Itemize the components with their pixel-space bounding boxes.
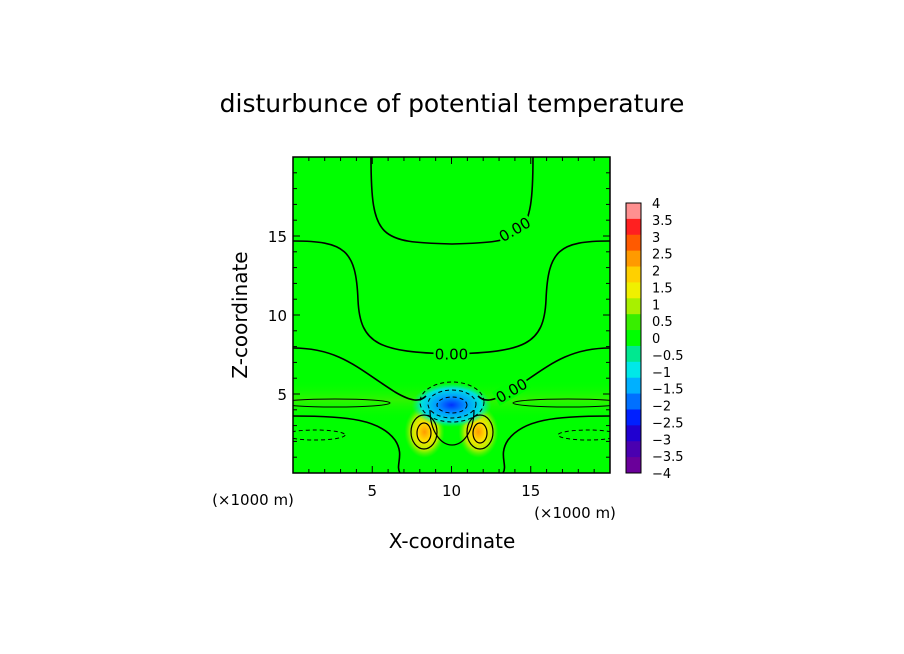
colorbar-tick-label: −1 [652, 366, 671, 381]
colorbar-segment [626, 203, 641, 220]
chart-title: disturbunce of potential temperature [220, 89, 685, 118]
colorbar-tick-label: 0 [652, 332, 660, 347]
contour-label-bg-1 [433, 345, 470, 362]
colorbar-segment [626, 441, 641, 458]
colorbar-segment [626, 393, 641, 410]
colorbar-segment [626, 345, 641, 363]
dashed-side-right [557, 429, 610, 441]
contour-warm-left-2 [416, 422, 432, 444]
colorbar-tick-label: 4 [652, 197, 660, 212]
contour-label-bg-0 [494, 212, 534, 245]
contour-side-right [512, 398, 610, 408]
y-unit-label: (×1000 m) [212, 491, 294, 509]
colorbar-tick-labels: 4 3.5 3 2.5 21.5 1 0.5 0 −0.5 −1 −1.5 −2−2.5 −3 −3.5 −… [652, 197, 684, 482]
colorbar-tick-label: 1 [652, 298, 660, 313]
colorbar-segment [626, 234, 641, 252]
contour-warm-left-1 [410, 414, 438, 450]
contour-bottom-left [293, 415, 401, 473]
contour-warm-right-1 [466, 414, 494, 450]
y-tick-label: 15 [268, 228, 287, 246]
cold-core-2 [411, 383, 492, 428]
y-tick-label: 10 [268, 307, 287, 325]
colorbar-tick-label: 2.5 [652, 248, 673, 263]
y-tick-label: 5 [277, 386, 287, 404]
dashed-side-left [293, 429, 346, 441]
dashed-contours [293, 381, 610, 441]
dashed-cold-2 [427, 389, 477, 419]
colorbar-segment [626, 250, 641, 268]
colorbar-segment [626, 425, 641, 442]
colorbar-segment [626, 314, 641, 331]
contour-side-left [293, 398, 391, 408]
colorbar-segment [626, 409, 641, 426]
colorbar-tick-label: 3 [652, 231, 660, 246]
colorbar-tick-label: −2.5 [652, 416, 684, 431]
x-tick-label: 5 [367, 482, 377, 500]
colorbar-tick-label: 0.5 [652, 315, 673, 330]
dashed-cold-1 [419, 381, 485, 423]
x-axis-label: X-coordinate [389, 529, 516, 553]
colorbar-segment [626, 218, 641, 236]
colorbar-tick-label: −3.5 [652, 450, 684, 465]
dashed-cold-3 [436, 396, 468, 414]
colorbar-segment [626, 266, 641, 283]
axis-tick-labels: 5 10 15 5 10 15 [268, 228, 540, 500]
colorbar-tick-label: 2 [652, 265, 660, 280]
contour-bottom-right [502, 415, 610, 473]
colorbar-tick-label: 3.5 [652, 214, 673, 229]
colorbar-segment [626, 282, 641, 299]
colorbar-tick-label: −3 [652, 433, 671, 448]
colorbar-tick-label: −1.5 [652, 383, 684, 398]
x-tick-label: 10 [442, 482, 461, 500]
contour-upper [370, 157, 534, 245]
contour-label-bg-2 [491, 374, 531, 406]
colorbar-segment [626, 330, 641, 347]
colorbar-tick-label: −0.5 [652, 349, 684, 364]
contour-label-1: 0.00 [435, 346, 468, 364]
colorbar-tick-label: −2 [652, 400, 671, 415]
colorbar-segment [626, 457, 641, 474]
colorbar [626, 203, 641, 474]
contour-warm-right-2 [472, 422, 488, 444]
axis-ticks [292, 156, 611, 474]
plot-area: 0.000.000.00 [293, 157, 610, 473]
colorbar-segment [626, 298, 641, 315]
colorbar-tick-label: 1.5 [652, 281, 673, 296]
x-unit-label: (×1000 m) [534, 504, 616, 522]
colorbar-segment [626, 361, 641, 379]
colorbar-frame [625, 202, 642, 474]
x-tick-label: 15 [521, 482, 540, 500]
colorbar-segment [626, 377, 641, 395]
contour-core [429, 409, 475, 446]
colorbar-tick-label: −4 [652, 467, 671, 482]
y-axis-label: Z-coordinate [228, 251, 252, 378]
